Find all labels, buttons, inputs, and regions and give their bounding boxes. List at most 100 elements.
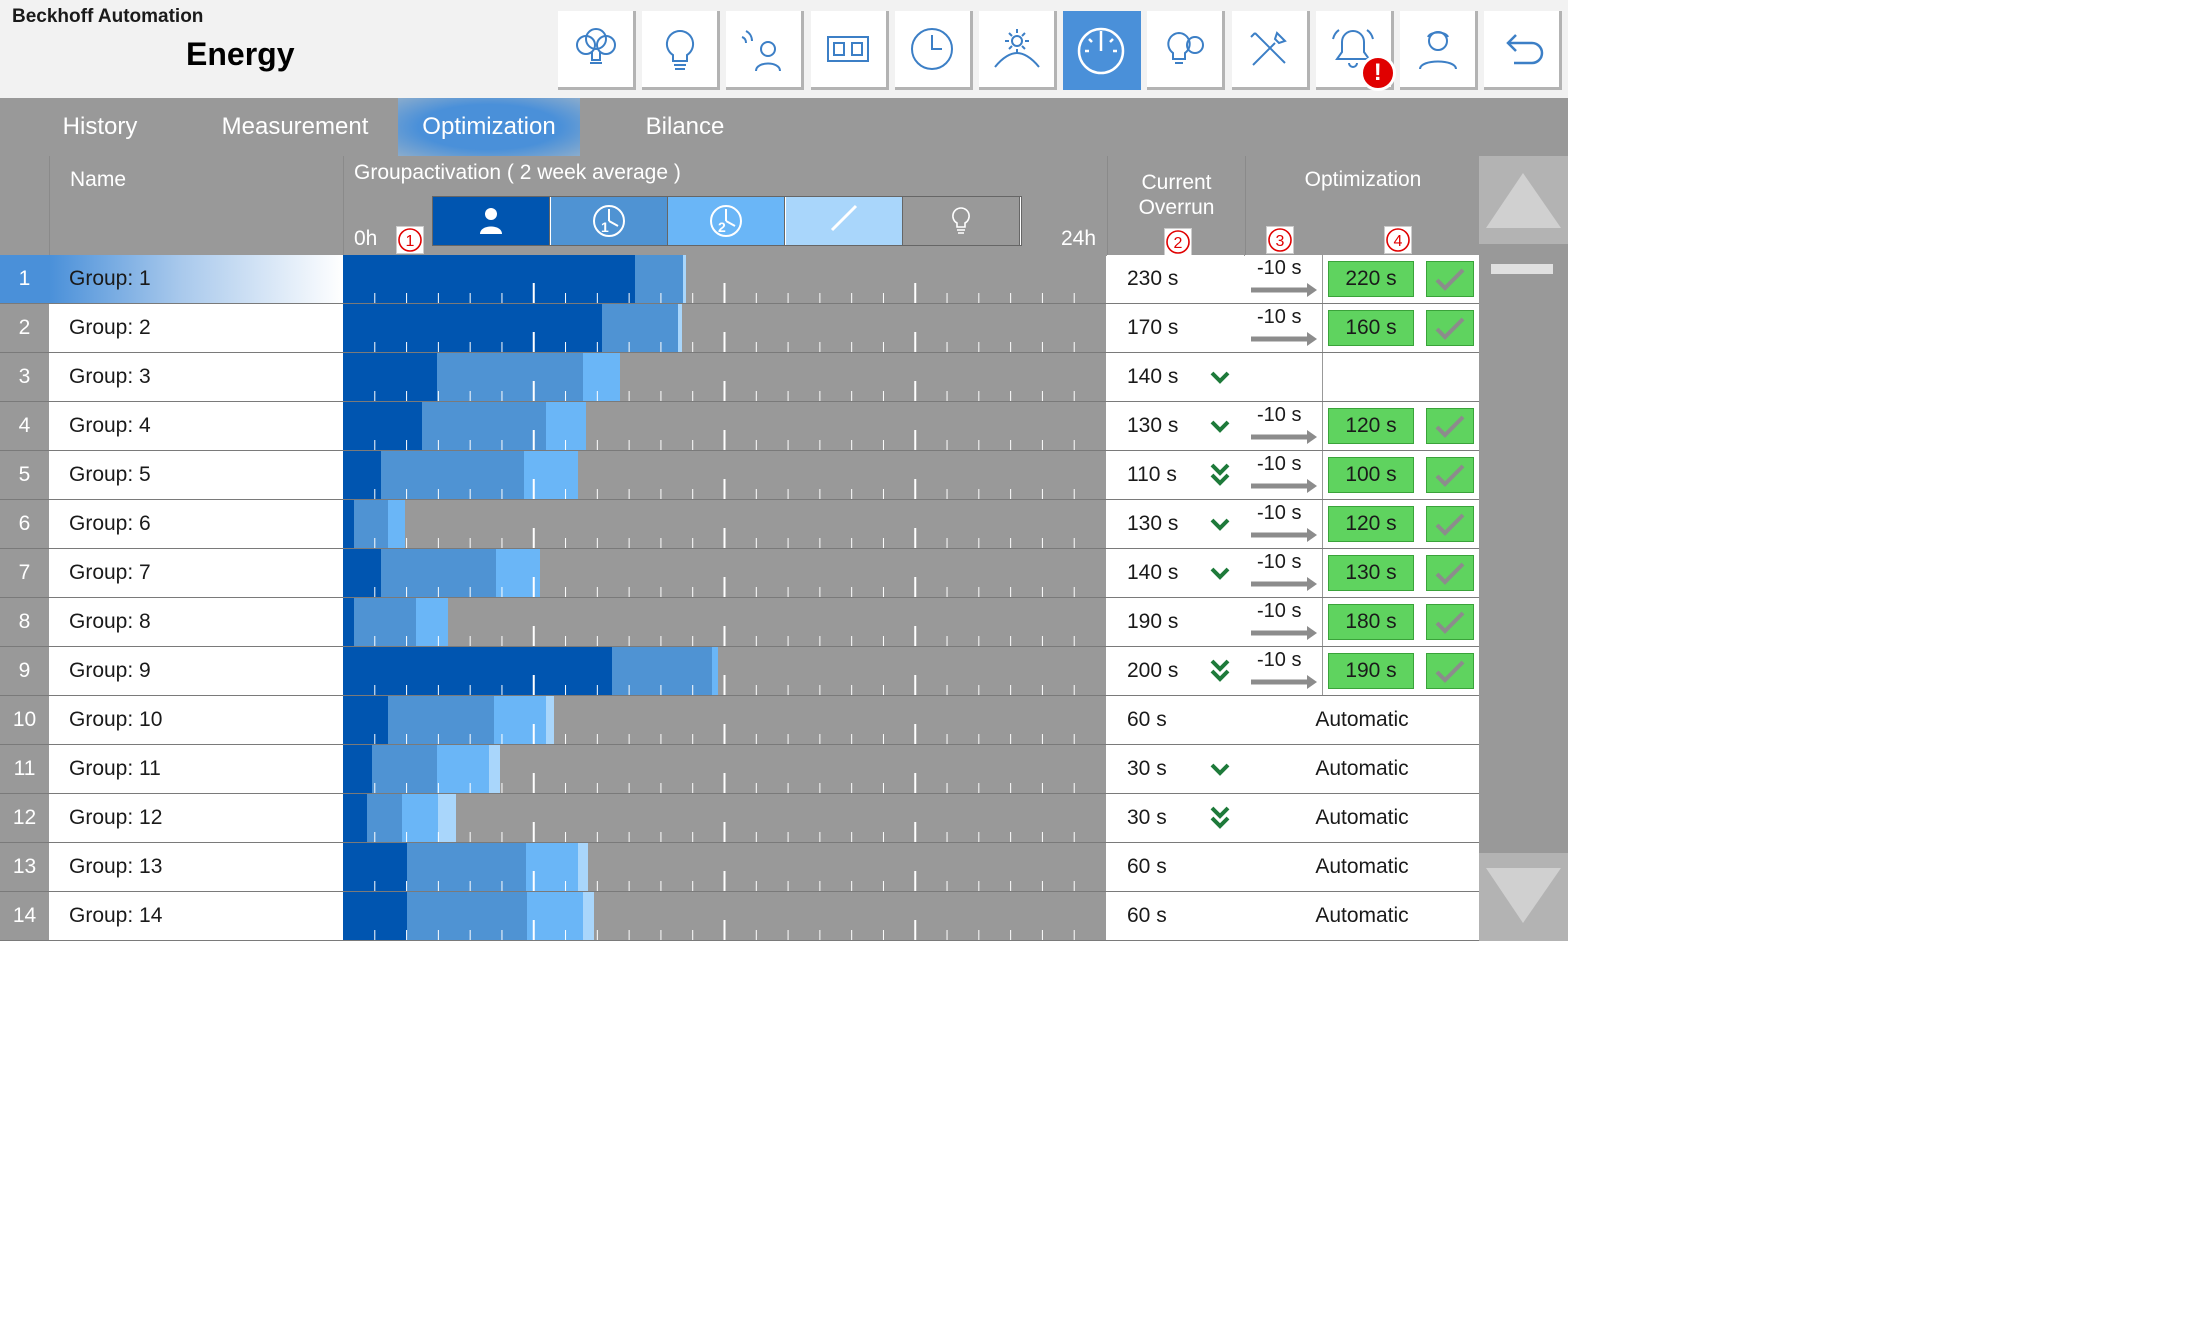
tab-measurement[interactable]: Measurement — [221, 113, 369, 140]
table-row[interactable]: 4 Group: 4 130 s -10 s 120 s — [0, 402, 1479, 451]
apply-button[interactable] — [1426, 506, 1474, 542]
delta-value: -10 s — [1257, 600, 1302, 622]
hour-ticks — [374, 528, 1075, 548]
presence-segment — [343, 598, 355, 646]
target-value-button[interactable]: 180 s — [1328, 604, 1414, 640]
bulb-button[interactable] — [642, 11, 721, 90]
apply-button[interactable] — [1426, 653, 1474, 689]
apply-button[interactable] — [1426, 457, 1474, 493]
person-presence-button[interactable] — [726, 11, 805, 90]
apply-button[interactable] — [1426, 310, 1474, 346]
bulb-icon — [665, 29, 694, 70]
table-row[interactable]: 2 Group: 2 170 s -10 s 160 s — [0, 304, 1479, 353]
target-value-button[interactable]: 160 s — [1328, 310, 1414, 346]
arrow-right-icon — [1251, 430, 1317, 444]
optimization-cell: Automatic — [1245, 892, 1479, 940]
group-name[interactable]: Group: 11 — [49, 745, 343, 793]
row-divider — [0, 499, 1479, 500]
optimization-cell: Automatic — [1245, 843, 1479, 891]
optimization-cell: -10 s 190 s — [1245, 647, 1479, 695]
double-chevron-down-icon — [1210, 463, 1230, 486]
row-divider — [0, 548, 1479, 549]
scroll-thumb[interactable] — [1491, 264, 1553, 274]
user-button[interactable] — [1400, 11, 1478, 90]
group-name[interactable]: Group: 4 — [49, 402, 343, 450]
presence-segment — [343, 745, 372, 793]
group-name[interactable]: Group: 3 — [49, 353, 343, 401]
switch-panel-button[interactable] — [810, 11, 889, 90]
optimization-cell — [1245, 353, 1479, 401]
group-activation-label: Groupactivation ( 2 week average ) — [354, 161, 681, 184]
tab-optimization[interactable]: Optimization — [398, 98, 580, 156]
clock-2-icon: 2 — [710, 205, 743, 237]
table-row[interactable]: 7 Group: 7 140 s -10 s 130 s — [0, 549, 1479, 598]
target-value-button[interactable]: 120 s — [1328, 506, 1414, 542]
target-value-button[interactable]: 130 s — [1328, 555, 1414, 591]
group-name[interactable]: Group: 1 — [49, 255, 343, 303]
target-value-button[interactable]: 190 s — [1328, 653, 1414, 689]
time1-segment — [366, 794, 402, 842]
scroll-up-icon[interactable] — [1486, 173, 1561, 228]
time2-segment — [711, 647, 719, 695]
table-row[interactable]: 6 Group: 6 130 s -10 s 120 s — [0, 500, 1479, 549]
tab-bilance[interactable]: Bilance — [645, 113, 725, 140]
row-number: 13 — [0, 843, 49, 891]
table-row[interactable]: 9 Group: 9 200 s -10 s 190 s — [0, 647, 1479, 696]
alert-badge: ! — [1359, 55, 1396, 91]
apply-button[interactable] — [1426, 604, 1474, 640]
tools-button[interactable] — [1231, 11, 1310, 90]
link-icon — [830, 204, 857, 232]
table-row[interactable]: 10 Group: 10 60 s Automatic — [0, 696, 1479, 745]
back-arrow-button[interactable] — [1484, 11, 1563, 90]
group-name[interactable]: Group: 5 — [49, 451, 343, 499]
group-name[interactable]: Group: 12 — [49, 794, 343, 842]
group-name[interactable]: Group: 7 — [49, 549, 343, 597]
app-header: Beckhoff Automation Energy ! — [0, 0, 1568, 98]
table-row[interactable]: 13 Group: 13 60 s Automatic — [0, 843, 1479, 892]
overrun-cell: 170 s — [1107, 304, 1244, 352]
optimization-cell: -10 s 180 s — [1245, 598, 1479, 646]
bulb-gear-button[interactable] — [1147, 11, 1226, 90]
table-row[interactable]: 5 Group: 5 110 s -10 s 100 s — [0, 451, 1479, 500]
group-name[interactable]: Group: 9 — [49, 647, 343, 695]
time2-segment — [495, 549, 541, 597]
optimization-separator — [1322, 353, 1323, 401]
back-arrow-icon — [1505, 34, 1543, 65]
apply-button[interactable] — [1426, 555, 1474, 591]
table-row[interactable]: 3 Group: 3 140 s — [0, 353, 1479, 402]
name-column-label: Name — [70, 168, 127, 191]
group-name[interactable]: Group: 6 — [49, 500, 343, 548]
time1-segment — [387, 696, 494, 744]
overrun-header: Current Overrun 2 — [1107, 156, 1245, 256]
group-name[interactable]: Group: 10 — [49, 696, 343, 744]
table-row[interactable]: 12 Group: 12 30 s Automatic — [0, 794, 1479, 843]
target-value-button[interactable]: 100 s — [1328, 457, 1414, 493]
apply-button[interactable] — [1426, 408, 1474, 444]
energy-gauge-button[interactable] — [1063, 11, 1142, 90]
chevron-down-icon — [1210, 763, 1230, 776]
tab-bar: History Measurement Optimization Bilance — [0, 98, 1568, 156]
overrun-value: 170 s — [1127, 316, 1179, 339]
group-name[interactable]: Group: 13 — [49, 843, 343, 891]
overrun-value: 190 s — [1127, 610, 1179, 633]
bulb-group-button[interactable] — [558, 11, 636, 90]
target-value-button[interactable]: 220 s — [1328, 261, 1414, 297]
daylight-button[interactable] — [979, 11, 1057, 90]
tab-history[interactable]: History — [62, 113, 138, 140]
apply-button[interactable] — [1426, 261, 1474, 297]
table-row[interactable]: 14 Group: 14 60 s Automatic — [0, 892, 1479, 941]
overrun-label-line1: Current — [1141, 171, 1212, 194]
scroll-down-icon[interactable] — [1486, 868, 1561, 923]
group-name[interactable]: Group: 14 — [49, 892, 343, 940]
alarm-bell-button[interactable]: ! — [1315, 11, 1396, 91]
target-value-button[interactable]: 120 s — [1328, 408, 1414, 444]
group-name[interactable]: Group: 8 — [49, 598, 343, 646]
scrollbar[interactable] — [1479, 156, 1568, 941]
clock-button[interactable] — [894, 11, 973, 90]
group-name[interactable]: Group: 2 — [49, 304, 343, 352]
table-row[interactable]: 1 Group: 1 230 s -10 s 220 s — [0, 255, 1479, 304]
table-row[interactable]: 8 Group: 8 190 s -10 s 180 s — [0, 598, 1479, 647]
delta-value: -10 s — [1257, 404, 1302, 426]
table-row[interactable]: 11 Group: 11 30 s Automatic — [0, 745, 1479, 794]
row-divider — [0, 695, 1479, 696]
